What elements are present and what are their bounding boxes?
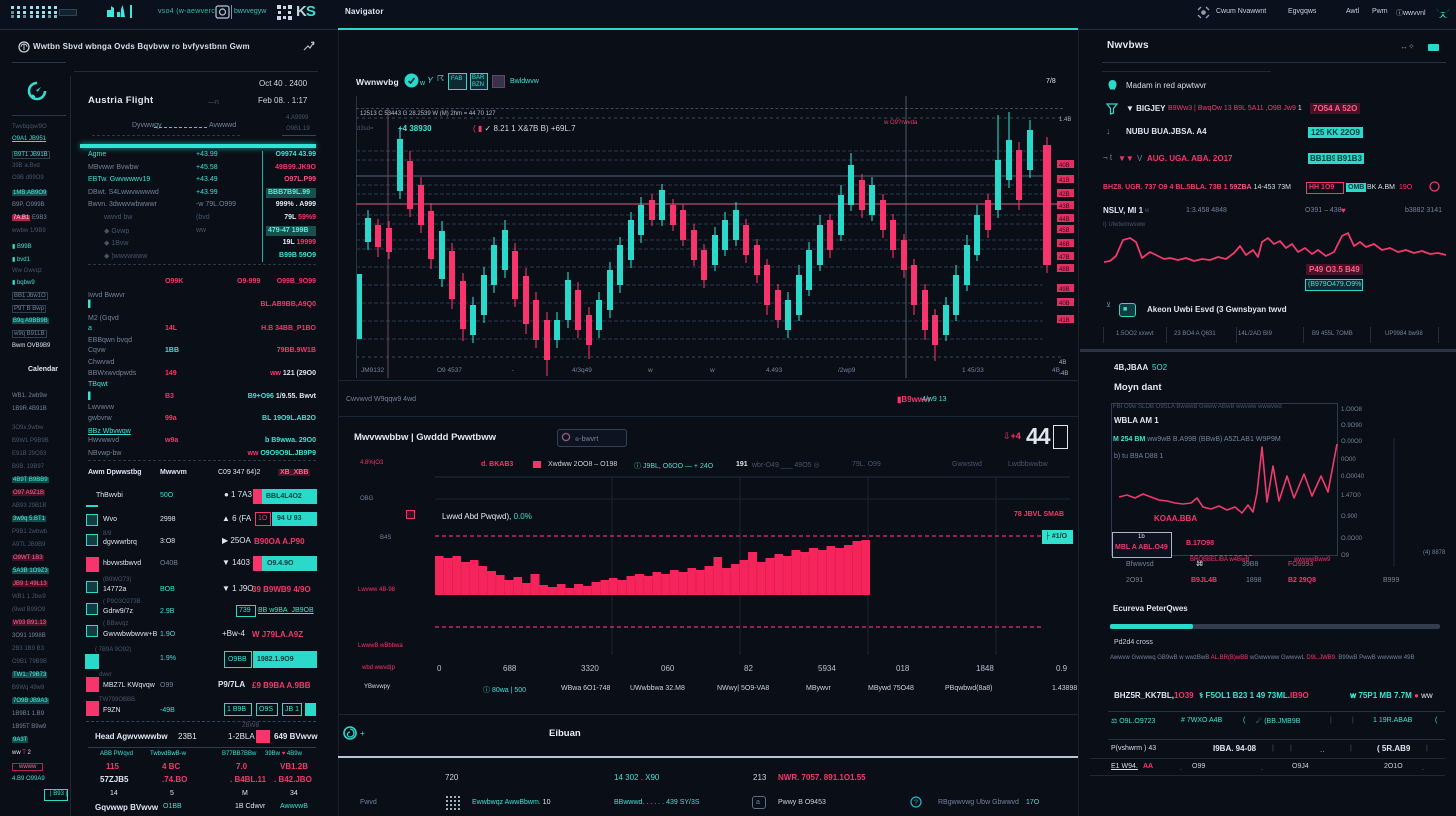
svg-text:42B: 42B	[1059, 192, 1070, 198]
svg-text:49B: 49B	[1059, 287, 1070, 293]
svg-text:4B: 4B	[1059, 360, 1066, 366]
svg-text:46B: 46B	[1059, 242, 1070, 248]
svg-text:41B: 41B	[1059, 178, 1070, 184]
svg-text:4.493: 4.493	[766, 367, 783, 374]
svg-text:-4B: -4B	[1059, 371, 1068, 377]
svg-text:48B: 48B	[1059, 267, 1070, 273]
svg-text:45B: 45B	[1059, 228, 1070, 234]
svg-text:1 45/33: 1 45/33	[962, 367, 984, 374]
svg-text:41B: 41B	[1059, 318, 1070, 324]
svg-text:1.4B: 1.4B	[1059, 117, 1071, 123]
svg-text:w: w	[709, 367, 715, 374]
svg-text:40B: 40B	[1059, 163, 1070, 169]
svg-text:4B: 4B	[1052, 367, 1060, 374]
svg-text:4/3q49: 4/3q49	[572, 367, 592, 374]
svg-text:47B: 47B	[1059, 255, 1070, 261]
svg-text:/2wp9: /2wp9	[838, 367, 856, 374]
svg-text:-: -	[512, 367, 514, 374]
svg-text:O9 4537: O9 4537	[437, 367, 462, 374]
svg-text:JM9132: JM9132	[361, 367, 385, 374]
svg-text:?: ?	[914, 800, 918, 807]
svg-text:w: w	[647, 367, 653, 374]
svg-text:40B: 40B	[1059, 301, 1070, 307]
svg-text:43B: 43B	[1059, 204, 1070, 210]
svg-text:44B: 44B	[1059, 217, 1070, 223]
